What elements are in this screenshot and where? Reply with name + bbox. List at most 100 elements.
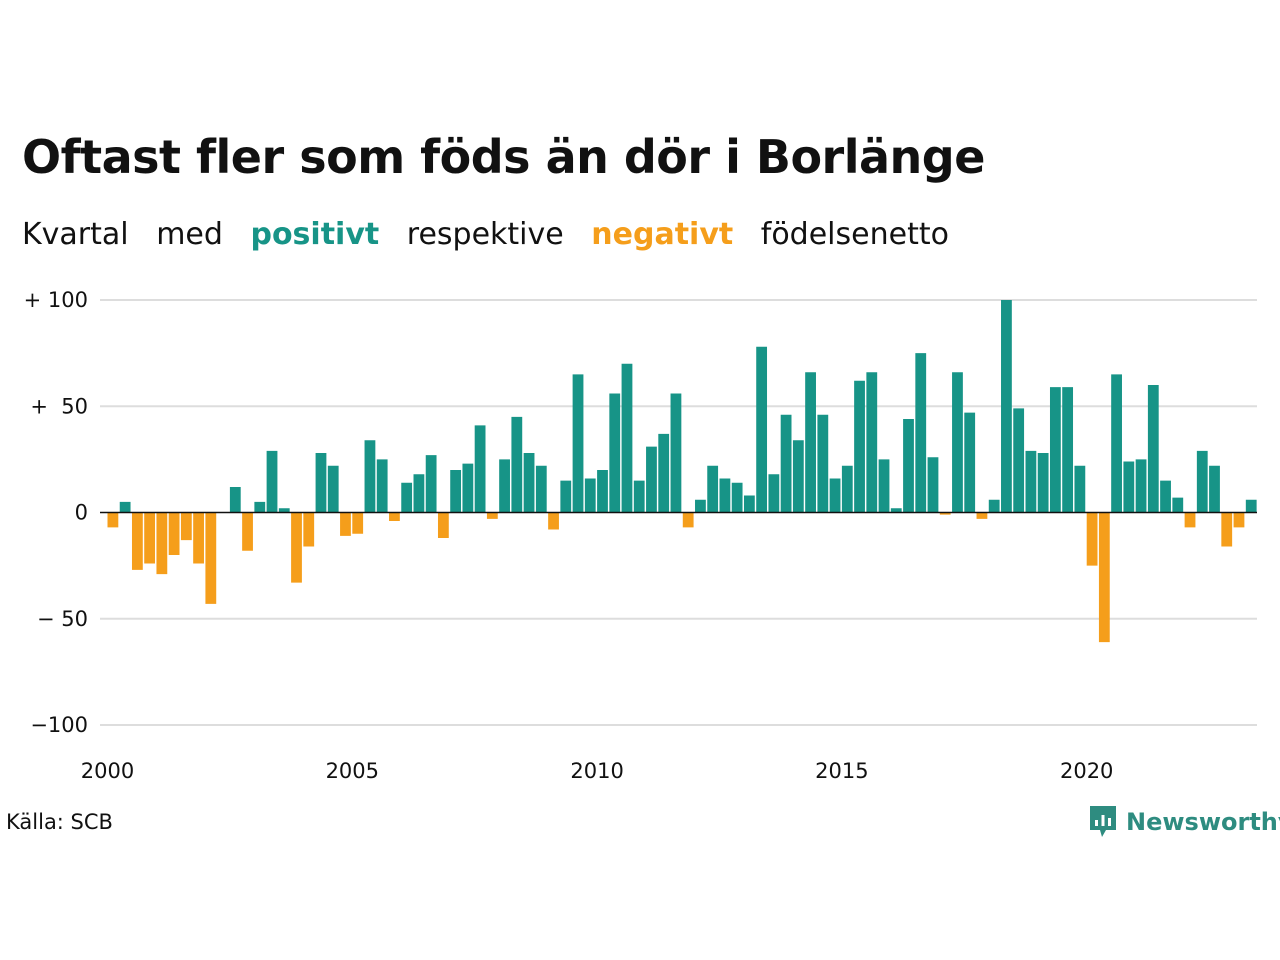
x-tick-label: 2015 — [815, 759, 868, 783]
bar — [327, 465, 339, 513]
bar — [1013, 408, 1025, 513]
bar — [499, 459, 510, 513]
bar — [915, 353, 927, 513]
bar — [792, 440, 804, 513]
bar — [1098, 512, 1110, 643]
bar — [168, 512, 180, 555]
bar — [474, 425, 486, 513]
subtitle-word: Kvartal — [22, 217, 129, 252]
x-tick-label: 2010 — [570, 759, 623, 783]
bar — [450, 470, 462, 513]
bar — [878, 459, 890, 513]
bar — [903, 419, 914, 513]
subtitle-negative: negativt — [591, 217, 734, 252]
bar — [340, 512, 351, 536]
x-axis-labels: 2000 2005 2010 2015 2020 — [81, 759, 1114, 783]
bar — [278, 508, 290, 513]
bar-chart-speech-icon — [1090, 806, 1116, 837]
bar — [156, 512, 168, 575]
bar — [413, 474, 425, 513]
bar — [743, 495, 755, 513]
bar — [695, 499, 706, 513]
bar — [646, 446, 657, 513]
bar — [291, 512, 302, 583]
y-tick-label: 0 — [75, 501, 88, 525]
bar — [254, 501, 266, 513]
x-tick-label: 2000 — [81, 759, 134, 783]
bar — [658, 433, 670, 513]
bar — [866, 372, 878, 513]
bar — [952, 372, 963, 513]
bar — [988, 499, 1000, 513]
bar — [1001, 300, 1012, 513]
bar — [119, 501, 131, 513]
bar — [462, 463, 474, 513]
bar — [1123, 461, 1135, 513]
bar — [486, 512, 498, 519]
bar — [731, 482, 743, 513]
bar — [584, 478, 596, 513]
subtitle-word: respektive — [406, 217, 564, 252]
bar — [364, 440, 376, 513]
subtitle-positive: positivt — [250, 217, 380, 252]
bar — [1209, 465, 1220, 513]
bar — [1086, 512, 1098, 566]
bar — [609, 393, 621, 513]
bar — [1184, 512, 1196, 528]
bar — [131, 512, 143, 570]
bar — [829, 478, 841, 513]
bar — [389, 512, 400, 521]
chart-subtitle: Kvartal med positivt respektive negativt… — [22, 217, 967, 252]
bar — [1147, 385, 1159, 513]
bar — [719, 478, 731, 513]
bar — [597, 470, 608, 513]
x-tick-label: 2005 — [326, 759, 379, 783]
bar — [939, 512, 951, 515]
bar — [376, 459, 388, 513]
y-tick-label: − 50 — [37, 607, 88, 631]
bar — [927, 457, 939, 513]
bar — [1025, 450, 1037, 513]
bar — [242, 512, 253, 551]
bar — [890, 508, 902, 513]
bar — [303, 512, 315, 547]
y-tick-label: + 50 — [30, 394, 88, 418]
bar — [572, 374, 584, 513]
bar — [964, 412, 976, 513]
bar — [1111, 374, 1122, 513]
bar — [805, 372, 816, 513]
bar — [682, 512, 694, 528]
bar — [780, 414, 792, 513]
bar — [633, 480, 645, 513]
bar — [854, 380, 865, 513]
bar — [352, 512, 364, 534]
bar — [535, 465, 547, 513]
bar — [621, 363, 633, 513]
bar — [1196, 450, 1208, 513]
bar — [756, 346, 768, 513]
bar — [437, 512, 449, 538]
bar — [193, 512, 204, 564]
bar — [1074, 465, 1086, 513]
bar — [548, 512, 559, 530]
y-tick-label: + 100 — [24, 288, 88, 312]
bar — [976, 512, 988, 519]
x-tick-label: 2020 — [1060, 759, 1113, 783]
bar — [1233, 512, 1245, 528]
y-tick-label: −100 — [30, 713, 88, 737]
bar — [266, 450, 278, 513]
bar — [180, 512, 192, 541]
bar — [107, 512, 119, 528]
bar — [1049, 387, 1061, 513]
subtitle-word: med — [156, 217, 223, 252]
bar — [315, 453, 327, 513]
bar — [707, 465, 719, 513]
bar — [401, 482, 413, 513]
bar — [1245, 499, 1257, 513]
bar — [144, 512, 156, 564]
source-note: Källa: SCB — [6, 810, 113, 834]
logo-text: Newsworthy — [1126, 808, 1280, 836]
bar — [1160, 480, 1171, 513]
bar — [511, 416, 523, 513]
bar — [1135, 459, 1147, 513]
